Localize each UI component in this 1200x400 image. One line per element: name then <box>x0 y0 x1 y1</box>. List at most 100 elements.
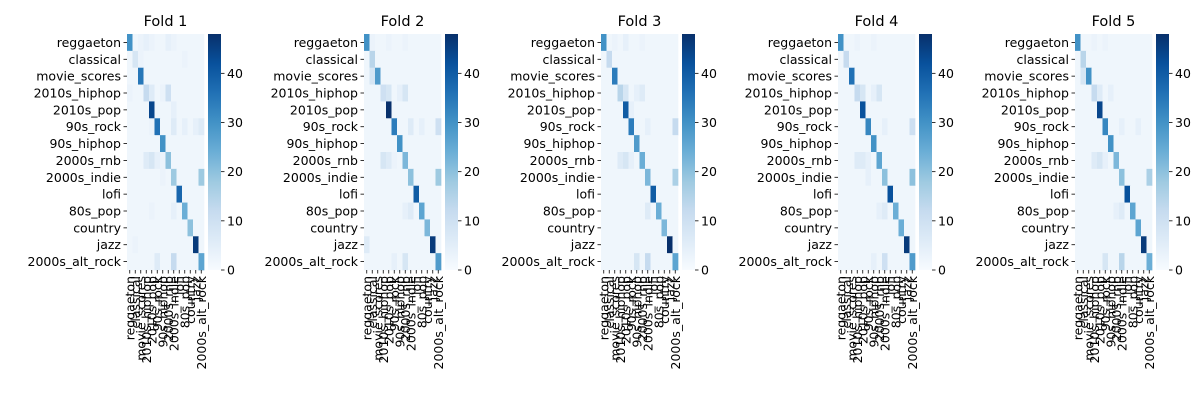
heatmap-cell <box>182 152 188 170</box>
heatmap-cell <box>865 152 872 170</box>
colorbar-tick-label: 40 <box>701 66 717 81</box>
heatmap-cell <box>1113 135 1120 153</box>
heatmap-cell <box>1130 135 1136 153</box>
heatmap-cell <box>1113 236 1120 254</box>
y-tick-label: 90s_hiphop <box>286 136 358 151</box>
heatmap-cell <box>656 118 662 136</box>
heatmap-cell <box>628 50 635 69</box>
heatmap-cell <box>138 185 144 203</box>
heatmap-cell <box>369 202 376 220</box>
heatmap-cell <box>1113 34 1120 52</box>
colorbar <box>682 34 695 270</box>
heatmap-cell <box>430 101 436 119</box>
heatmap-cell <box>364 202 370 220</box>
heatmap-cell <box>860 202 866 220</box>
heatmap-cell <box>661 168 668 187</box>
heatmap-cell <box>882 135 888 153</box>
heatmap-cell <box>1086 168 1092 187</box>
heatmap-cell <box>606 34 613 52</box>
heatmap-cell <box>672 219 679 237</box>
heatmap-cell <box>176 168 183 187</box>
heatmap-cell <box>143 101 150 119</box>
heatmap-cell <box>182 185 188 203</box>
heatmap-cell <box>650 236 657 254</box>
y-tick-label: 2010s_pop <box>764 102 832 117</box>
heatmap-cell <box>612 50 618 69</box>
heatmap-cell <box>1097 185 1103 203</box>
heatmap-cell <box>386 219 392 237</box>
heatmap-cell <box>639 253 646 271</box>
heatmap-cell <box>1108 219 1114 237</box>
heatmap-cell <box>424 185 431 203</box>
heatmap-cell <box>391 34 398 52</box>
x-tick-label: jazz <box>425 276 440 302</box>
heatmap-cell <box>149 84 155 102</box>
heatmap-cell <box>612 101 618 119</box>
heatmap-cell <box>871 84 877 102</box>
heatmap-cell <box>149 101 155 119</box>
colorbar-tick-label: 20 <box>227 164 243 179</box>
y-tick-label: 2000s_alt_rock <box>28 254 122 269</box>
heatmap-cell <box>198 118 205 136</box>
heatmap-cell <box>887 67 894 85</box>
y-tick-label: 90s_rock <box>777 119 833 134</box>
heatmap-cell <box>1102 118 1109 136</box>
heatmap-cell <box>854 84 861 102</box>
heatmap-cell <box>413 236 420 254</box>
heatmap-cell <box>854 101 861 119</box>
heatmap-cell <box>623 253 629 271</box>
y-tick-label: reggaeton <box>294 35 358 50</box>
heatmap-cell <box>1086 152 1092 170</box>
heatmap-cell <box>1130 50 1136 69</box>
heatmap-cell <box>402 101 409 119</box>
heatmap-cell <box>1097 236 1103 254</box>
heatmap-cell <box>849 253 855 271</box>
heatmap-cell <box>1102 34 1109 52</box>
heatmap-cell <box>1086 67 1092 85</box>
heatmap-cell <box>882 101 888 119</box>
heatmap-cell <box>375 50 381 69</box>
heatmap-cell <box>419 152 425 170</box>
x-tick-label: 80s_pop <box>414 276 429 328</box>
heatmap-cell <box>198 50 205 69</box>
heatmap-cell <box>165 168 172 187</box>
heatmap-cell <box>898 135 905 153</box>
heatmap-cell <box>386 118 392 136</box>
heatmap-cell <box>887 202 894 220</box>
panel-title: Fold 3 <box>618 14 662 30</box>
x-tick-label: 2000s_indie <box>403 276 418 351</box>
heatmap-cell <box>1141 84 1147 102</box>
heatmap-cell <box>380 253 387 271</box>
heatmap-cell <box>1124 168 1131 187</box>
y-tick-label: 2010s_pop <box>527 102 595 117</box>
heatmap-cell <box>860 50 866 69</box>
heatmap-cell <box>1075 101 1081 119</box>
heatmap-cell <box>909 101 916 119</box>
heatmap-cell <box>127 152 133 170</box>
heatmap-cell <box>165 152 172 170</box>
x-tick-label: 2010s_hiphop <box>1087 276 1102 363</box>
heatmap-panel-5: Fold 5reggaetonclassicalmovie_scores2010… <box>976 14 1191 369</box>
heatmap-cell <box>623 84 629 102</box>
x-tick-label: classical <box>602 276 617 329</box>
y-tick-label: reggaeton <box>531 35 595 50</box>
heatmap-cell <box>435 118 442 136</box>
heatmap-cell <box>849 135 855 153</box>
heatmap-cell <box>854 236 861 254</box>
heatmap-cell <box>898 236 905 254</box>
heatmap-cell <box>645 34 651 52</box>
x-tick-label: movie_scores <box>133 276 148 361</box>
heatmap-cell <box>617 168 624 187</box>
heatmap-cell <box>1141 168 1147 187</box>
heatmap-cell <box>865 219 872 237</box>
heatmap-cell <box>160 34 166 52</box>
heatmap-cell <box>843 253 850 271</box>
heatmap-cell <box>871 135 877 153</box>
heatmap-cell <box>617 202 624 220</box>
y-tick-label: 2000s_alt_rock <box>739 254 833 269</box>
heatmap-cell <box>1086 50 1092 69</box>
x-tick-label: classical <box>128 276 143 329</box>
heatmap-cell <box>369 101 376 119</box>
heatmap-cell <box>1108 84 1114 102</box>
heatmap-cell <box>187 50 194 69</box>
